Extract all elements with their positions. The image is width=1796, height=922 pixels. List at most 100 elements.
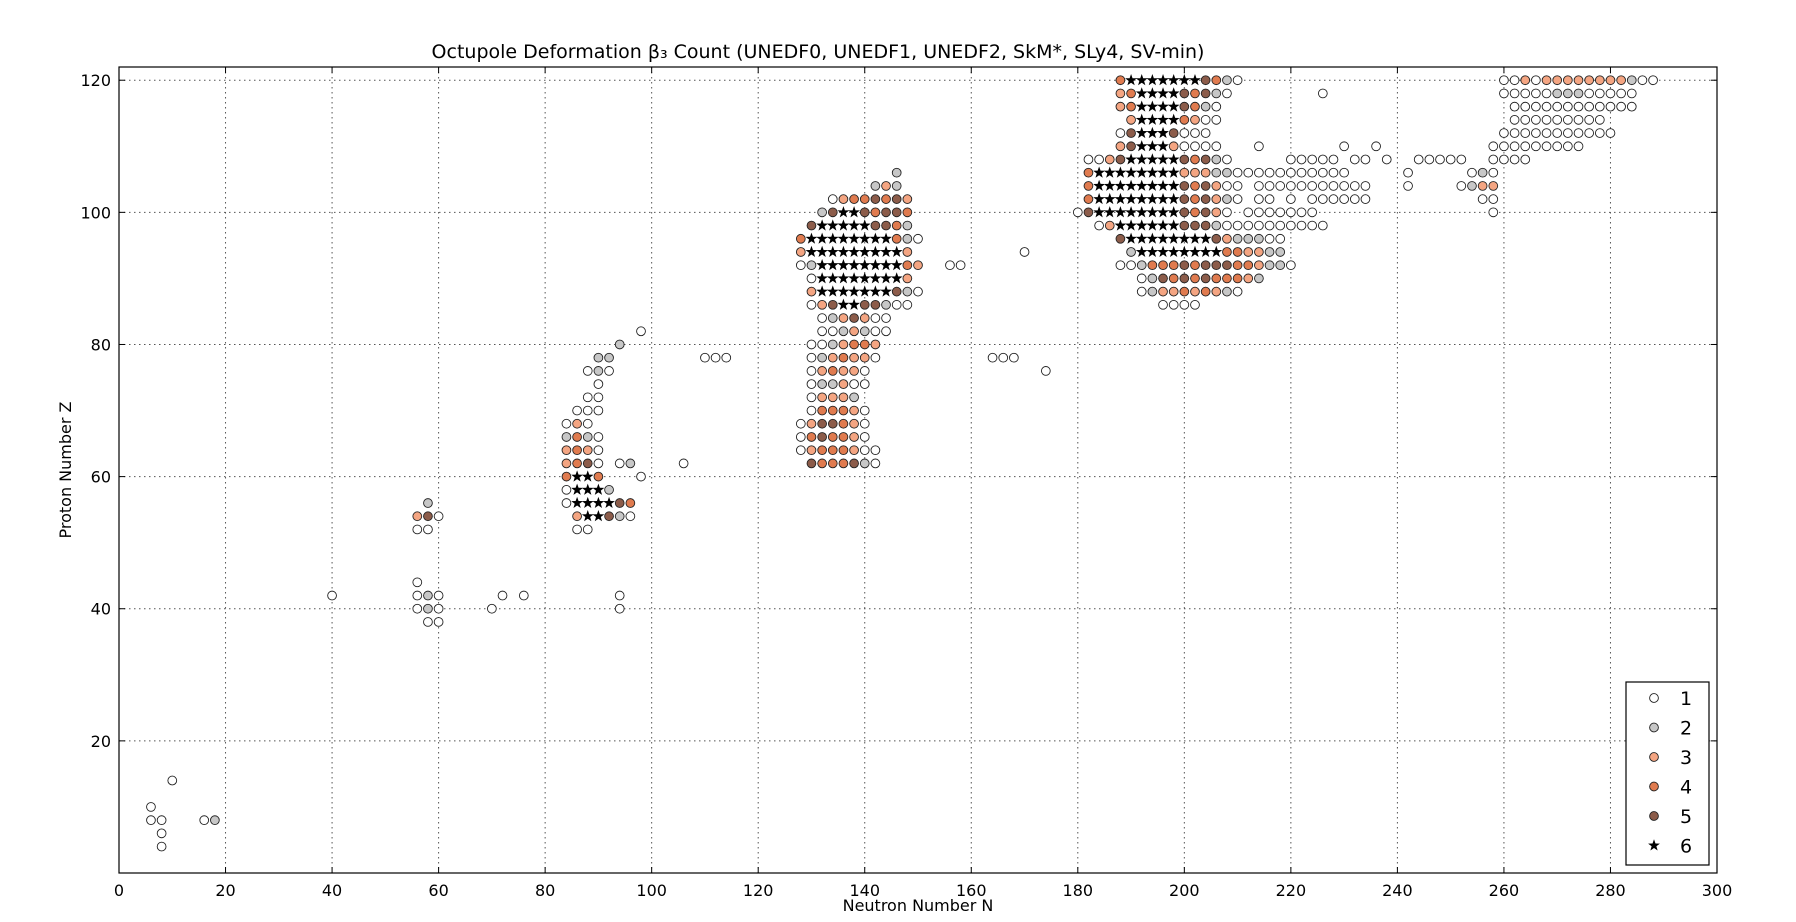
data-point <box>423 603 433 614</box>
data-point <box>1222 181 1232 191</box>
data-point <box>1552 128 1563 138</box>
data-point <box>1339 181 1349 191</box>
data-point <box>1232 181 1243 191</box>
data-point <box>1222 75 1232 86</box>
data-point <box>1328 154 1339 165</box>
data-point <box>412 511 423 522</box>
data-point <box>1190 194 1200 204</box>
data-point <box>1190 260 1200 271</box>
data-point-star <box>1167 192 1180 205</box>
data-point <box>167 775 178 786</box>
data-point <box>1211 260 1222 271</box>
data-point <box>1264 247 1275 257</box>
data-point <box>1541 101 1552 112</box>
data-point-star <box>1167 113 1180 125</box>
data-point <box>806 273 817 284</box>
data-point <box>1339 194 1349 204</box>
data-point <box>891 194 902 204</box>
data-point <box>859 458 870 469</box>
data-point <box>572 524 582 535</box>
data-point-star <box>837 206 850 218</box>
data-point <box>1168 128 1179 138</box>
data-point <box>1563 75 1573 86</box>
data-point <box>1317 194 1328 204</box>
data-point-star <box>1146 166 1159 178</box>
data-point <box>1349 194 1360 204</box>
data-point <box>1200 220 1211 231</box>
data-point <box>1605 128 1616 138</box>
data-point <box>849 392 859 403</box>
data-point-star <box>1178 74 1191 86</box>
data-point <box>582 405 593 416</box>
data-point-star <box>1189 74 1201 86</box>
data-point <box>806 339 817 350</box>
data-point <box>1317 220 1328 231</box>
data-point <box>1286 181 1296 191</box>
data-point <box>604 511 614 522</box>
data-point-star <box>581 483 594 495</box>
data-point <box>870 458 881 469</box>
data-point <box>1115 141 1126 152</box>
data-point <box>572 432 582 442</box>
data-point <box>859 207 870 218</box>
data-point <box>1467 181 1477 191</box>
data-point <box>423 498 433 508</box>
data-point-star <box>1093 179 1105 191</box>
data-point <box>1232 233 1243 244</box>
data-point <box>1509 101 1520 112</box>
data-point <box>1222 233 1232 244</box>
data-point <box>1222 88 1232 99</box>
data-point-star <box>858 232 871 244</box>
data-point-star <box>1114 179 1127 191</box>
data-point <box>1179 115 1190 125</box>
data-point-star <box>1157 153 1169 165</box>
data-point <box>1328 194 1339 204</box>
data-point <box>1190 207 1200 218</box>
data-point <box>1264 194 1275 204</box>
data-point <box>1520 128 1531 138</box>
data-point <box>156 815 167 825</box>
data-point <box>1211 181 1222 191</box>
data-point <box>913 260 923 271</box>
data-point <box>1509 88 1520 99</box>
data-point <box>827 458 838 469</box>
data-point-star <box>571 483 583 495</box>
data-point-star <box>848 219 860 231</box>
data-point <box>827 326 838 337</box>
data-point <box>1573 141 1584 152</box>
data-point <box>849 405 859 416</box>
data-point <box>1168 141 1179 152</box>
data-point <box>433 511 444 522</box>
data-point <box>1637 75 1648 86</box>
data-point-star <box>858 285 871 297</box>
data-point <box>1200 101 1211 112</box>
data-point <box>817 299 827 310</box>
data-point <box>827 194 838 204</box>
data-point-star <box>869 232 882 244</box>
data-point <box>1552 75 1563 86</box>
data-point-star <box>1157 192 1169 205</box>
data-point <box>1435 154 1445 165</box>
data-point <box>561 418 572 429</box>
data-point <box>721 352 732 363</box>
data-point <box>1286 154 1296 165</box>
data-point <box>1286 194 1296 204</box>
data-point <box>838 326 849 337</box>
data-point <box>1317 167 1328 178</box>
data-point <box>817 207 827 218</box>
data-point <box>1541 75 1552 86</box>
data-point <box>870 299 881 310</box>
data-point <box>827 418 838 429</box>
data-point <box>1222 194 1232 204</box>
data-point <box>1200 194 1211 204</box>
data-point <box>614 590 625 601</box>
data-point <box>1019 247 1030 257</box>
data-point <box>1584 101 1595 112</box>
y-tick-label: 80 <box>91 335 111 354</box>
data-point <box>806 299 817 310</box>
data-point-star <box>837 219 850 231</box>
data-point <box>1115 154 1126 165</box>
data-point-star <box>1167 179 1180 191</box>
data-point <box>827 299 838 310</box>
data-point <box>806 286 817 297</box>
